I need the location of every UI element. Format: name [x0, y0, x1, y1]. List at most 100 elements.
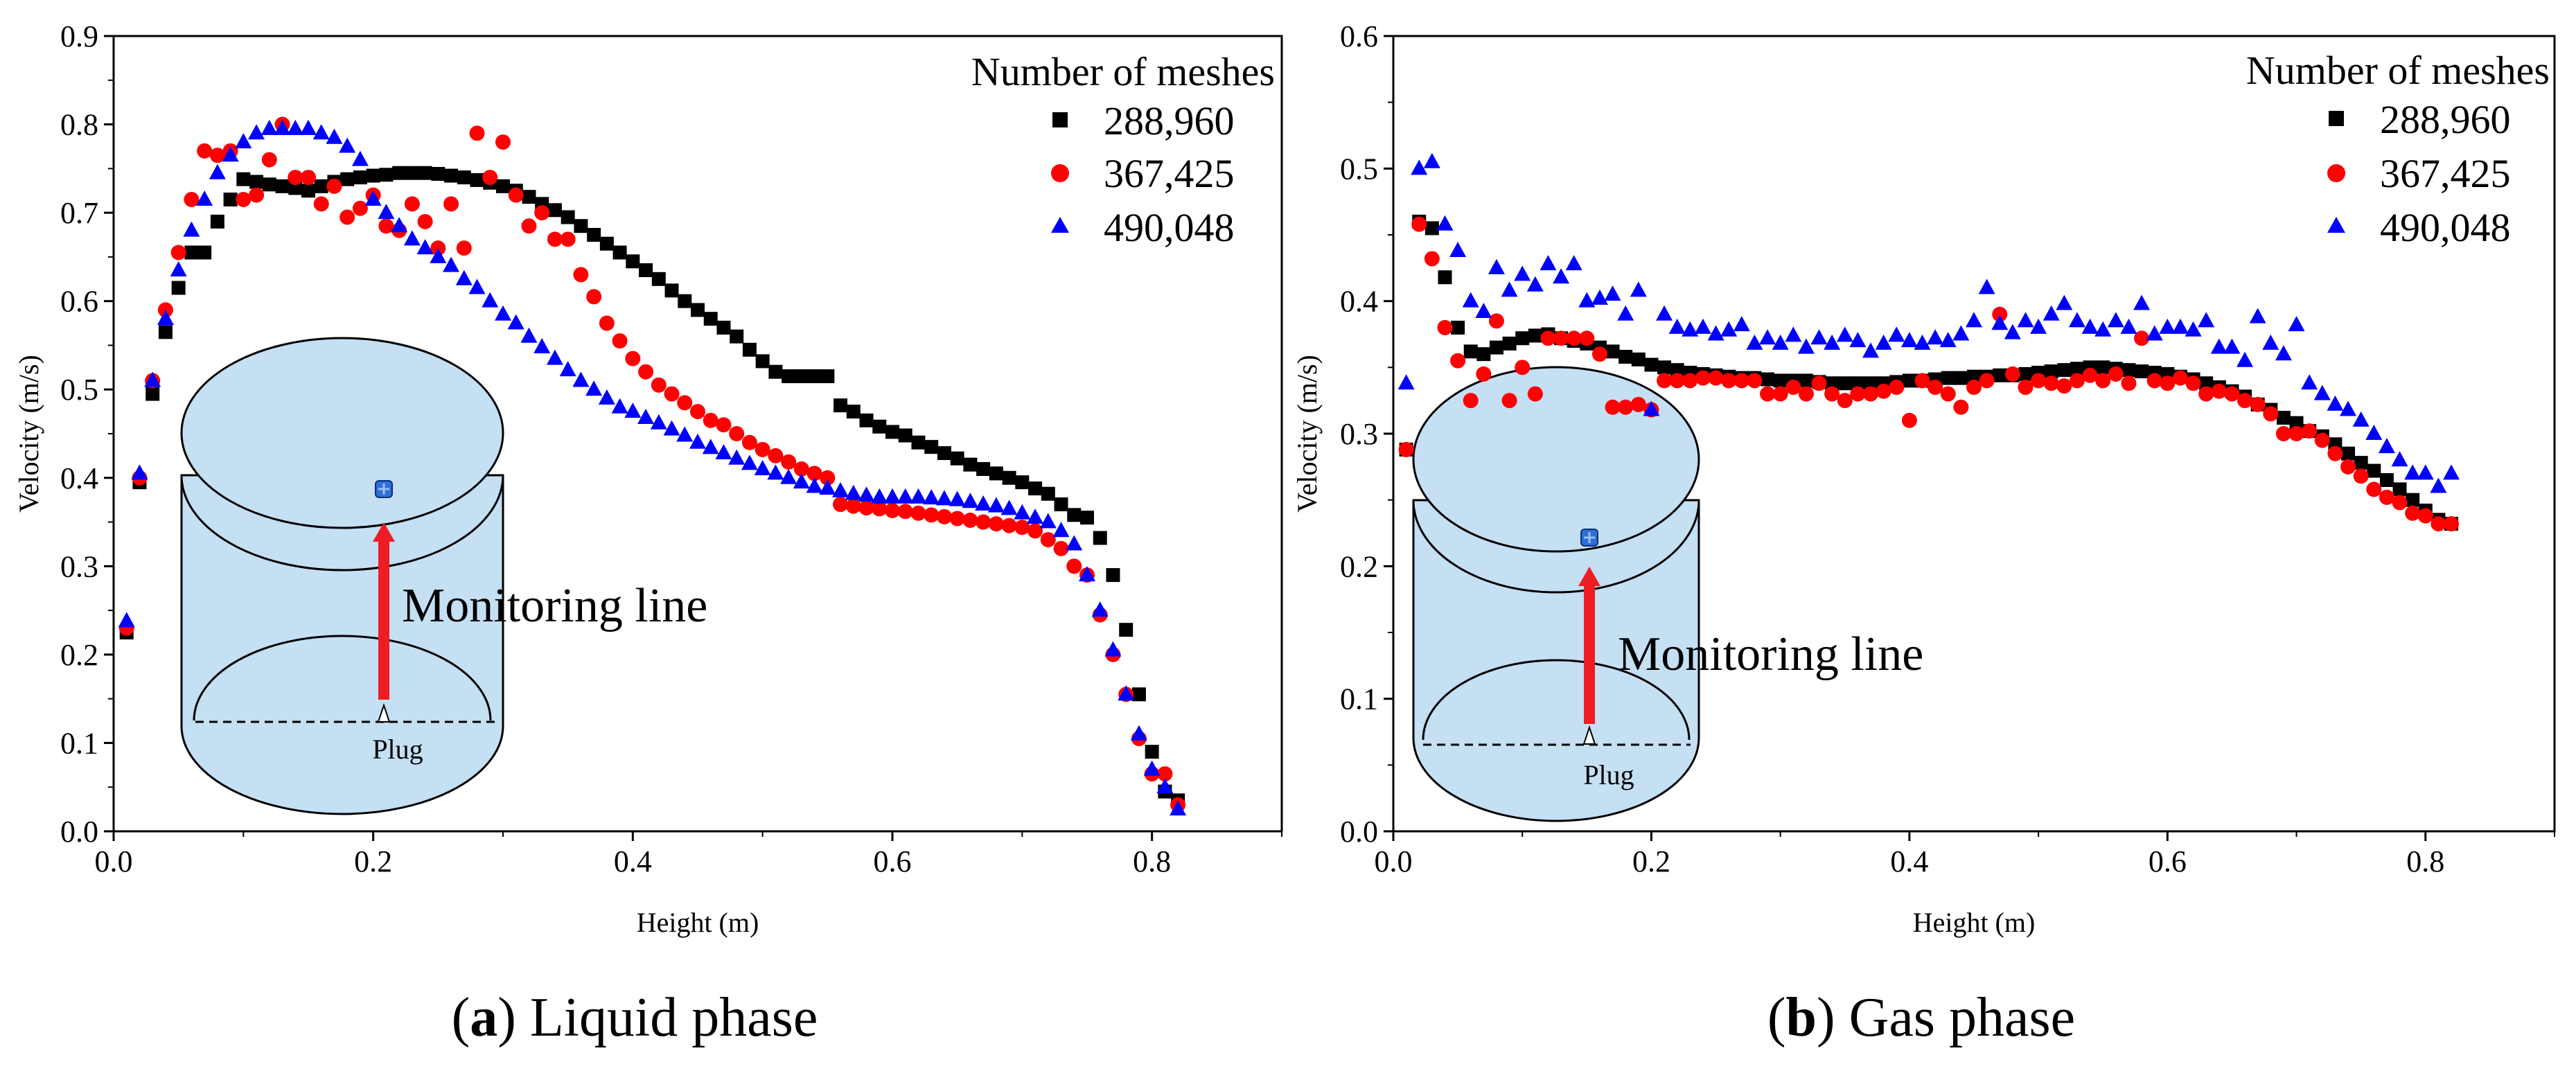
x-axis-label-a: Height (m) [637, 907, 759, 938]
point-a-288960-26 [457, 170, 471, 185]
point-a-490048-23 [416, 239, 434, 255]
point-b-367425-47 [2004, 366, 2020, 382]
point-a-367425-15 [313, 196, 329, 212]
legend-label-b-490048: 490,048 [2380, 205, 2511, 250]
point-b-490048-36 [1862, 342, 1880, 358]
y-tick-label-b-03: 0.3 [1340, 417, 1378, 451]
point-a-490048-20 [378, 204, 395, 220]
point-b-288960-21 [1670, 363, 1684, 378]
point-b-288960-3 [1438, 270, 1452, 285]
point-a-288960-54 [820, 369, 835, 384]
point-b-490048-24 [1707, 325, 1724, 341]
point-b-367425-54 [2095, 373, 2111, 389]
legend-marker-b-367425 [2327, 164, 2345, 182]
y-axis-a: 0.0 0.1 0.2 0.3 0.4 0.5 0.6 0.7 0.8 0.9 [60, 19, 114, 849]
cylinder-body-a [180, 474, 504, 815]
point-a-288960-21 [392, 166, 407, 180]
point-a-490048-27 [468, 278, 486, 294]
point-b-288960-20 [1657, 360, 1672, 375]
point-a-367425-49 [755, 441, 770, 457]
point-a-367425-40 [638, 364, 654, 380]
point-b-288960-6 [1476, 347, 1491, 362]
point-b-490048-10 [1526, 276, 1544, 292]
point-b-367425-16 [1605, 399, 1621, 415]
point-b-288960-56 [2121, 363, 2136, 378]
point-a-490048-69 [1014, 504, 1031, 520]
point-a-490048-67 [987, 497, 1005, 513]
point-a-490048-65 [962, 493, 979, 508]
point-a-288960-76 [1106, 568, 1120, 583]
point-a-288960-68 [1002, 470, 1016, 485]
point-a-288960-10 [249, 175, 264, 189]
series-b-367425 [1398, 216, 2460, 532]
point-b-490048-62 [2198, 312, 2215, 328]
point-a-288960-3 [158, 325, 173, 339]
point-a-288960-50 [768, 364, 783, 379]
point-b-490048-81 [2443, 464, 2460, 480]
point-a-490048-19 [364, 190, 382, 206]
point-a-288960-29 [496, 179, 510, 193]
point-b-288960-74 [2354, 456, 2368, 470]
point-b-367425-56 [2121, 375, 2137, 391]
caption-text-b: Gas phase [1849, 987, 2076, 1048]
point-a-288960-45 [703, 312, 718, 326]
point-b-490048-14 [1578, 292, 1596, 308]
point-b-490048-20 [1656, 305, 1673, 321]
point-a-288960-41 [651, 272, 666, 286]
point-b-367425-9 [1515, 360, 1530, 375]
point-b-490048-25 [1720, 321, 1738, 337]
point-a-490048-68 [1000, 499, 1018, 515]
point-b-288960-39 [1902, 373, 1916, 388]
point-a-367425-57 [858, 500, 874, 516]
point-a-490048-30 [507, 314, 524, 330]
point-b-490048-61 [2185, 321, 2202, 337]
point-a-288960-31 [522, 190, 536, 204]
point-a-367425-53 [806, 466, 822, 481]
point-a-288960-8 [223, 192, 238, 206]
point-a-288960-25 [444, 168, 459, 183]
point-b-490048-77 [2391, 451, 2408, 467]
point-b-288960-51 [2057, 363, 2072, 378]
point-b-490048-65 [2237, 351, 2254, 367]
point-b-367425-71 [2314, 432, 2330, 448]
point-b-288960-34 [1837, 376, 1852, 391]
point-b-367425-15 [1591, 346, 1607, 362]
x-axis-a: 0.0 0.2 0.4 0.6 0.8 [95, 831, 1282, 878]
point-a-367425-61 [910, 505, 926, 521]
point-a-490048-33 [546, 349, 563, 365]
point-b-288960-62 [2199, 376, 2214, 391]
point-a-367425-16 [326, 178, 342, 194]
cylinder-inner-curve-b [1412, 499, 1700, 594]
point-a-367425-37 [599, 315, 615, 331]
point-a-288960-23 [418, 166, 432, 180]
point-b-367425-20 [1657, 373, 1673, 389]
point-a-288960-62 [924, 440, 939, 454]
point-a-490048-28 [482, 292, 499, 308]
point-a-288960-2 [145, 387, 160, 401]
point-b-288960-4 [1451, 320, 1465, 335]
point-b-367425-59 [2160, 375, 2176, 391]
point-a-288960-61 [911, 435, 926, 450]
point-a-367425-6 [197, 143, 213, 159]
data-points-a [118, 116, 1187, 816]
point-b-288960-48 [2018, 366, 2033, 381]
point-a-367425-23 [417, 213, 433, 229]
point-b-367425-33 [1824, 386, 1840, 402]
point-b-490048-0 [1397, 374, 1415, 390]
point-a-288960-66 [976, 462, 991, 477]
point-a-367425-72 [1053, 540, 1069, 556]
x-tick-label-b-00: 0.0 [1375, 844, 1413, 878]
point-a-367425-31 [521, 218, 537, 234]
point-a-490048-35 [572, 371, 590, 387]
point-a-288960-47 [730, 329, 744, 344]
point-a-490048-79 [1143, 760, 1161, 776]
point-b-367425-3 [1437, 319, 1453, 335]
point-b-490048-56 [2120, 318, 2137, 334]
point-b-490048-58 [2146, 325, 2163, 341]
point-b-367425-78 [2405, 505, 2421, 521]
point-b-367425-24 [1708, 370, 1724, 386]
point-b-367425-60 [2172, 370, 2188, 386]
point-a-288960-19 [366, 168, 380, 183]
point-a-367425-17 [339, 209, 355, 225]
y-axis-label-a: Velocity (m/s) [13, 355, 44, 513]
